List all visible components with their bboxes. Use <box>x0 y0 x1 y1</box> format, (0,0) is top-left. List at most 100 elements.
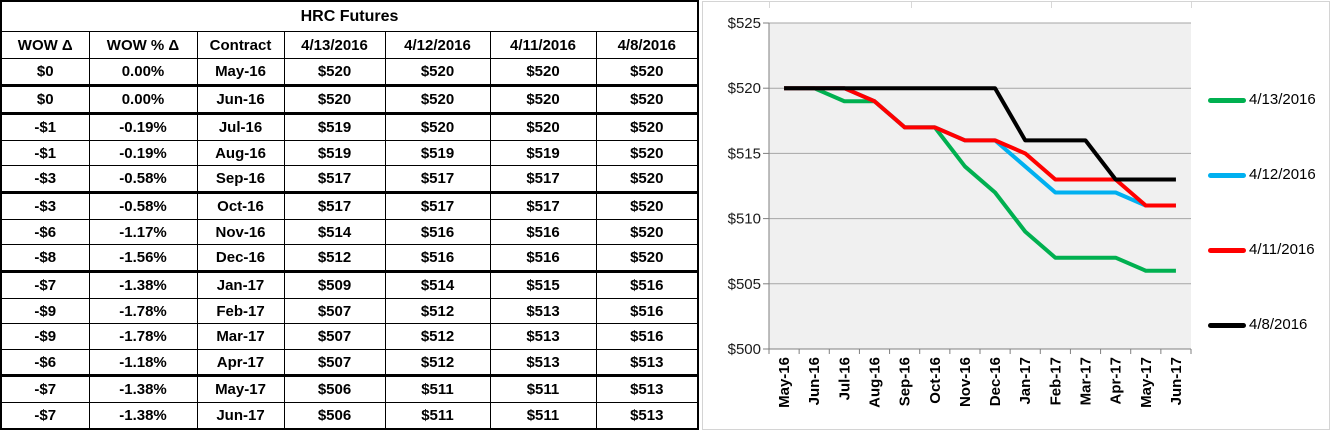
table-cell[interactable]: Jun-16 <box>196 84 285 116</box>
table-cell[interactable]: $520 <box>595 165 699 195</box>
table-cell[interactable]: -1.78% <box>88 323 198 350</box>
table-header-cell[interactable]: 4/8/2016 <box>595 31 699 59</box>
table-cell[interactable]: $513 <box>595 375 699 404</box>
series-line-2[interactable] <box>784 86 1176 208</box>
table-cell[interactable]: $520 <box>384 113 491 141</box>
table-cell[interactable]: Jan-17 <box>196 271 285 299</box>
table-cell[interactable]: $519 <box>489 139 597 167</box>
table-cell[interactable]: $509 <box>283 271 386 299</box>
table-cell[interactable]: Jul-16 <box>196 113 285 141</box>
table-cell[interactable]: -0.19% <box>88 113 198 141</box>
table-cell[interactable]: $511 <box>489 402 597 430</box>
table-cell[interactable]: $520 <box>489 84 597 116</box>
table-cell[interactable]: $517 <box>489 192 597 220</box>
table-cell[interactable]: $520 <box>283 84 386 116</box>
table-cell[interactable]: $520 <box>595 218 699 246</box>
table-cell[interactable]: $513 <box>595 348 699 378</box>
plot-area[interactable] <box>769 23 1191 349</box>
legend-item[interactable]: 4/12/2016 <box>1208 165 1316 185</box>
futures-chart[interactable]: $500 $505 $510 $515 $520 $525 May-16 Jun-16 Jul-… <box>702 1 1330 430</box>
table-cell[interactable]: $507 <box>283 323 386 350</box>
table-cell[interactable]: -$9 <box>0 323 90 350</box>
table-cell[interactable]: -0.58% <box>88 192 198 220</box>
table-cell[interactable]: $512 <box>384 348 491 378</box>
table-cell[interactable]: -$1 <box>0 113 90 141</box>
table-cell[interactable]: -$9 <box>0 297 90 325</box>
table-cell[interactable]: $519 <box>384 139 491 167</box>
table-cell[interactable]: -$1 <box>0 139 90 167</box>
table-cell[interactable]: $514 <box>384 271 491 299</box>
series-line-0[interactable] <box>784 86 1176 273</box>
table-cell[interactable]: $513 <box>489 323 597 350</box>
table-cell[interactable]: Nov-16 <box>196 218 285 246</box>
table-cell[interactable]: $512 <box>384 323 491 350</box>
table-cell[interactable]: $520 <box>489 113 597 141</box>
table-cell[interactable]: $512 <box>283 244 386 274</box>
table-cell[interactable]: $520 <box>595 244 699 274</box>
table-cell[interactable]: $520 <box>384 58 491 87</box>
table-cell[interactable]: $507 <box>283 348 386 378</box>
table-cell[interactable]: $520 <box>595 139 699 167</box>
series-line-3[interactable] <box>784 86 1176 182</box>
table-cell[interactable]: $511 <box>489 375 597 404</box>
table-cell[interactable]: $520 <box>384 84 491 116</box>
legend-item[interactable]: 4/8/2016 <box>1208 315 1307 335</box>
table-cell[interactable]: -$7 <box>0 402 90 430</box>
table-cell[interactable]: $516 <box>384 218 491 246</box>
table-cell[interactable]: May-17 <box>196 375 285 404</box>
table-cell[interactable]: $514 <box>283 218 386 246</box>
table-cell[interactable]: $516 <box>595 297 699 325</box>
table-cell[interactable]: -$6 <box>0 218 90 246</box>
table-cell[interactable]: $516 <box>595 323 699 350</box>
table-cell[interactable]: May-16 <box>196 58 285 87</box>
table-cell[interactable]: $520 <box>489 58 597 87</box>
table-cell[interactable]: -1.38% <box>88 271 198 299</box>
table-header-cell[interactable]: Contract <box>196 31 285 59</box>
table-cell[interactable]: -$6 <box>0 348 90 378</box>
table-cell[interactable]: $506 <box>283 402 386 430</box>
table-cell[interactable]: $517 <box>489 165 597 195</box>
table-cell[interactable]: $515 <box>489 271 597 299</box>
table-cell[interactable]: $513 <box>489 348 597 378</box>
table-cell[interactable]: $520 <box>595 192 699 220</box>
table-cell[interactable]: $517 <box>283 192 386 220</box>
table-cell[interactable]: $506 <box>283 375 386 404</box>
table-cell[interactable]: $520 <box>595 113 699 141</box>
table-cell[interactable]: $511 <box>384 375 491 404</box>
table-cell[interactable]: Jun-17 <box>196 402 285 430</box>
table-cell[interactable]: 0.00% <box>88 58 198 87</box>
table-header-cell[interactable]: WOW % Δ <box>88 31 198 59</box>
table-cell[interactable]: -1.56% <box>88 244 198 274</box>
table-cell[interactable]: $513 <box>595 402 699 430</box>
legend-item[interactable]: 4/11/2016 <box>1208 240 1315 260</box>
table-cell[interactable]: -1.78% <box>88 297 198 325</box>
table-cell[interactable]: Sep-16 <box>196 165 285 195</box>
table-header-cell[interactable]: WOW Δ <box>0 31 90 59</box>
table-cell[interactable]: $507 <box>283 297 386 325</box>
table-header-cell[interactable]: 4/11/2016 <box>489 31 597 59</box>
table-cell[interactable]: -$7 <box>0 271 90 299</box>
table-cell[interactable]: -1.18% <box>88 348 198 378</box>
table-header-cell[interactable]: 4/13/2016 <box>283 31 386 59</box>
table-cell[interactable]: $516 <box>489 244 597 274</box>
table-cell[interactable]: -0.58% <box>88 165 198 195</box>
table-cell[interactable]: -$3 <box>0 165 90 195</box>
table-cell[interactable]: $516 <box>489 218 597 246</box>
table-cell[interactable]: Dec-16 <box>196 244 285 274</box>
table-cell[interactable]: Aug-16 <box>196 139 285 167</box>
table-cell[interactable]: Mar-17 <box>196 323 285 350</box>
table-cell[interactable]: -$7 <box>0 375 90 404</box>
table-cell[interactable]: -1.38% <box>88 375 198 404</box>
table-cell[interactable]: $516 <box>384 244 491 274</box>
table-cell[interactable]: $0 <box>0 58 90 87</box>
table-cell[interactable]: $516 <box>595 271 699 299</box>
table-title-cell[interactable]: HRC Futures <box>0 0 699 32</box>
table-header-cell[interactable]: 4/12/2016 <box>384 31 491 59</box>
table-cell[interactable]: -1.17% <box>88 218 198 246</box>
table-cell[interactable]: -1.38% <box>88 402 198 430</box>
table-cell[interactable]: $513 <box>489 297 597 325</box>
table-cell[interactable]: -0.19% <box>88 139 198 167</box>
table-cell[interactable]: $520 <box>595 84 699 116</box>
table-cell[interactable]: $517 <box>384 165 491 195</box>
table-cell[interactable]: -$3 <box>0 192 90 220</box>
